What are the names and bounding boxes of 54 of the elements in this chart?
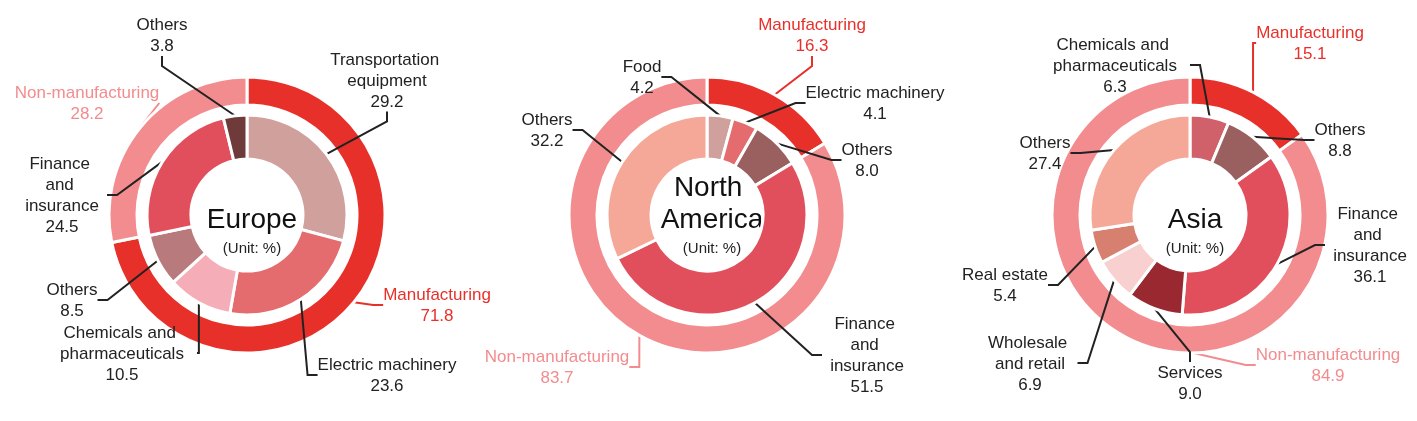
data-label: 9.0 [1178,384,1202,403]
data-label: 28.2 [70,104,104,123]
data-label: 29.2 [370,91,404,111]
data-label: 8.8 [1328,141,1352,160]
slice-label: Electric machinery [805,83,945,102]
text: Asia [1167,202,1223,234]
slice-label: Wholesale and retail [987,332,1073,373]
data-label: 3.8 [150,36,174,55]
text: (Unit: %) [1165,239,1225,256]
slice-label: Others [521,110,573,129]
slice-label: Others [136,15,188,34]
slice-label: Others [1314,120,1366,139]
slice-label: Manufacturing [758,15,866,34]
slice-label: Non-manufacturing [484,347,630,366]
data-label: 5.4 [993,286,1017,305]
slice-label: Finance and insurance [830,314,904,375]
data-label: 10.5 [105,364,139,384]
slice-label: Food [622,57,662,76]
slice-label: Others [841,140,893,159]
data-label: 36.1 [1353,267,1387,286]
slice-label: Non-manufacturing [14,83,160,102]
data-label: 15.1 [1293,44,1327,63]
data-label: 27.4 [1028,154,1062,173]
data-label: 8.0 [855,161,879,180]
slice-label: Electric machinery [317,355,457,374]
data-label: 24.5 [45,217,79,236]
data-label: 6.9 [1018,374,1042,394]
slice-label: Finance and insurance [25,154,99,215]
slice-label: Services [1157,363,1223,382]
data-label: 16.3 [795,36,829,55]
data-label: 84.9 [1311,366,1345,385]
slice-label: Others [46,280,98,299]
text: (Unit: %) [222,239,282,256]
data-label: 6.3 [1103,76,1127,96]
slice-label: Transportation equipment [330,49,444,90]
text: Europe [206,202,298,234]
slice-label: Manufacturing [1256,23,1364,42]
data-label: 4.1 [863,104,887,123]
data-label: 71.8 [420,306,454,325]
slice-label: Chemicals and pharmaceuticals [60,322,184,363]
text: North America [660,170,764,234]
slice-label: Chemicals and pharmaceuticals [1053,34,1177,75]
data-label: 8.5 [60,301,84,320]
data-label: 32.2 [530,131,564,150]
slice-label: Manufacturing [383,285,491,304]
data-label: 4.2 [630,78,654,97]
slice-label: Real estate [962,265,1048,284]
data-label: 23.6 [370,376,404,395]
data-label: 83.7 [540,368,574,387]
data-label: 51.5 [850,377,884,396]
text: (Unit: %) [682,239,742,256]
slice-label: Non-manufacturing [1255,345,1401,364]
slice-label: Others [1019,133,1071,152]
slice-label: Finance and insurance [1333,204,1407,265]
